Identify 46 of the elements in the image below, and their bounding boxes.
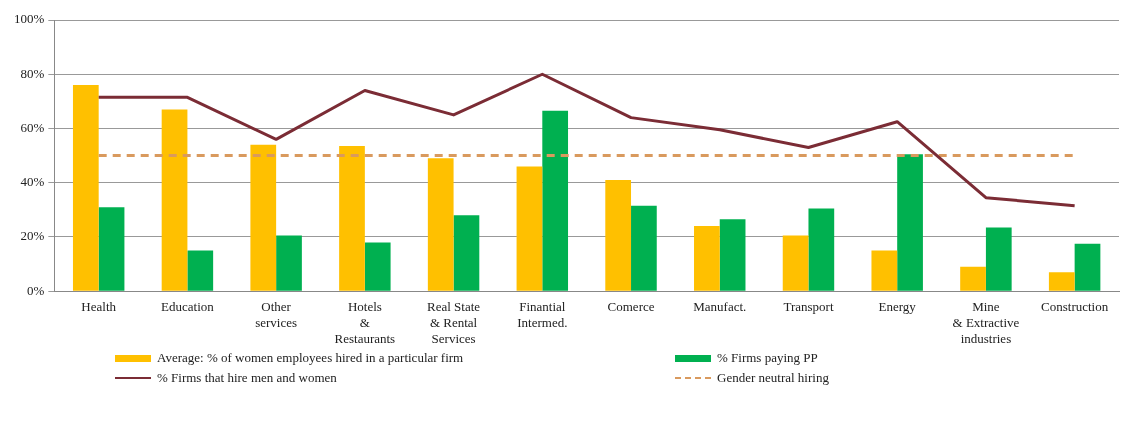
x-tick-label: Real State & Rental Services [427,299,481,346]
y-tick-label: 80% [20,65,45,81]
bar [364,242,391,291]
legend-label: % Firms paying PP [717,350,818,366]
bar [250,144,277,291]
x-tick-label: Transport [783,299,834,315]
bar [98,207,125,291]
bar [605,180,632,291]
x-tick-label: Finantial Intermed. [517,299,568,331]
x-tick-label: Other services [255,299,298,331]
bar [631,205,657,291]
bar [72,85,99,291]
x-tick-label: Comerce [607,299,655,315]
legend-label: % Firms that hire men and women [157,370,337,386]
bar [516,166,543,291]
bar [542,110,569,291]
x-tick-label: Health [81,299,117,315]
y-tick-label: 20% [20,228,45,244]
x-tick-label: Hotels & Restaurants [334,299,396,346]
y-tick-label: 100% [13,11,45,27]
bar [782,235,809,291]
bar [871,250,898,291]
bar [694,226,720,291]
bar [719,219,746,291]
bar [960,266,986,291]
bar [276,235,302,291]
x-tick-label: Construction [1041,299,1109,315]
x-tick-label: Energy [878,299,917,315]
bar [453,215,480,291]
bar [187,250,214,291]
bar [985,227,1012,291]
y-tick-label: 40% [20,174,45,190]
x-tick-label: Manufact. [693,299,747,315]
bar [339,146,365,291]
legend-label: Gender neutral hiring [717,370,829,386]
bar [897,154,923,291]
bar [427,158,454,291]
x-tick-label: Education [161,299,215,315]
legend-label: Average: % of women employees hired in a particular firm [157,350,464,366]
bar [161,109,188,291]
y-tick-label: 0% [26,282,45,298]
bar [1048,272,1075,291]
x-tick-label: Mine & Extractive industries [952,299,1020,346]
bar [808,208,835,291]
bar [1074,243,1101,291]
y-tick-label: 60% [20,119,45,135]
